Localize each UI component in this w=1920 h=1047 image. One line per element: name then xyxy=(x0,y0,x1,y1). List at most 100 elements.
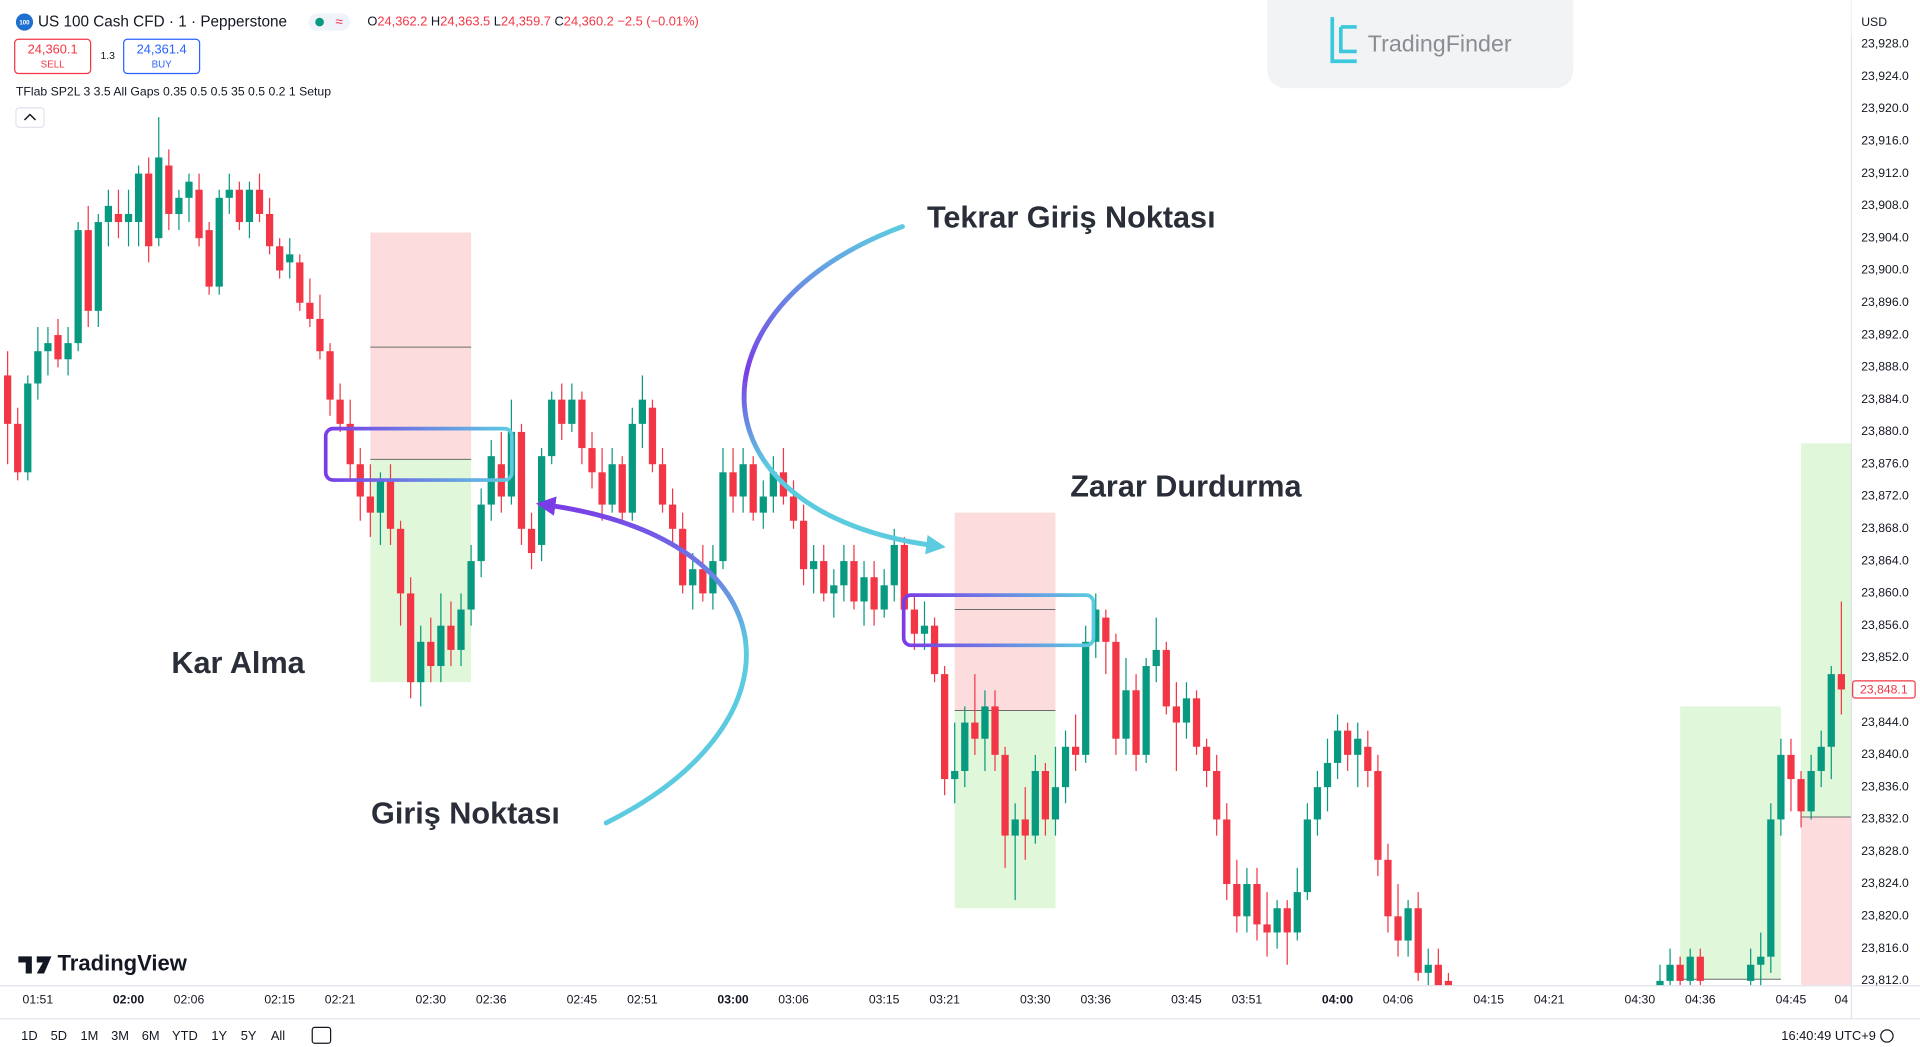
y-tick-label: 23,908.0 xyxy=(1861,198,1909,212)
candle-body xyxy=(24,383,32,473)
candle-body xyxy=(1142,666,1150,755)
y-tick-label: 23,856.0 xyxy=(1861,618,1909,632)
candle-body xyxy=(1021,819,1029,836)
candle-body xyxy=(437,625,445,667)
x-tick-label: 03:51 xyxy=(1232,993,1263,1007)
candle-body xyxy=(1162,649,1170,707)
candle-body xyxy=(386,480,395,529)
annotation: Zarar Durdurma xyxy=(1070,470,1302,504)
symbol-icon-text: 100 xyxy=(19,19,30,26)
candle-body xyxy=(1283,908,1291,933)
candle-body xyxy=(1132,690,1140,755)
annotation: Kar Alma xyxy=(171,646,305,680)
candle-body xyxy=(447,625,455,650)
legend-key: C xyxy=(555,14,564,29)
candle-body xyxy=(74,230,82,344)
candle-body xyxy=(407,593,415,683)
data-badge: ≈ xyxy=(335,14,343,29)
range-button[interactable]: 5Y xyxy=(241,1028,257,1043)
range-button[interactable]: 1Y xyxy=(211,1028,227,1043)
candle-body xyxy=(1757,956,1765,965)
buy-button[interactable] xyxy=(123,38,201,75)
clock[interactable]: 16:40:49 UTC+9 xyxy=(1781,1028,1876,1043)
candle-body xyxy=(1787,754,1795,780)
settings-icon[interactable] xyxy=(1880,1029,1894,1043)
currency-bg xyxy=(1851,0,1920,37)
range-button[interactable]: 3M xyxy=(111,1028,129,1043)
indicator-label[interactable]: TFlab SP2L 3 3.5 All Gaps 0.35 0.5 0.5 3… xyxy=(16,85,331,99)
annotation: Giriş Noktası xyxy=(371,797,560,831)
candle-body xyxy=(1071,746,1080,755)
candle-body xyxy=(568,399,576,424)
symbol-title[interactable]: US 100 Cash CFD · 1 · Pepperstone xyxy=(38,14,287,31)
candle-body xyxy=(618,464,626,513)
candle-body xyxy=(951,771,959,780)
candle-body xyxy=(1817,746,1825,772)
candle-body xyxy=(1041,771,1050,820)
candle-body xyxy=(1313,787,1322,820)
y-tick-label: 23,828.0 xyxy=(1861,844,1909,858)
candle-body xyxy=(658,464,667,505)
currency[interactable]: USD xyxy=(1861,15,1887,29)
market-status xyxy=(315,17,324,27)
range-button[interactable]: 1M xyxy=(80,1028,98,1043)
candle-body xyxy=(971,722,979,739)
candle-body xyxy=(739,464,747,497)
range-button[interactable]: 6M xyxy=(142,1028,160,1043)
candle-body xyxy=(165,165,173,214)
sell-price: 24,360.1 xyxy=(28,42,78,57)
candle-body xyxy=(527,528,536,554)
candle-body xyxy=(1152,649,1160,667)
axes: 23,812.0 23,816.0 23,820.0 23,824.0 23,828.0… xyxy=(23,37,1916,1007)
candle-body xyxy=(1213,771,1221,820)
candle-body xyxy=(941,674,949,780)
watermark: TradingView xyxy=(58,951,188,976)
watermark-icon xyxy=(18,956,52,974)
candle-body xyxy=(1243,884,1251,917)
candle-body xyxy=(1061,746,1070,788)
legend-key: L xyxy=(494,14,501,29)
sell-button[interactable] xyxy=(14,38,92,75)
range-button[interactable]: YTD xyxy=(172,1028,198,1043)
range-button[interactable]: 5D xyxy=(51,1028,67,1043)
y-tick-label: 23,912.0 xyxy=(1861,166,1909,180)
candle-body xyxy=(64,343,72,360)
candle-body xyxy=(1011,819,1019,836)
y-tick-label: 23,820.0 xyxy=(1861,909,1909,923)
range-button[interactable]: 1D xyxy=(21,1028,37,1043)
stop-zone xyxy=(1801,817,1852,985)
candle-body xyxy=(1797,779,1805,812)
stop-zone xyxy=(954,512,1056,711)
candle-body xyxy=(235,189,243,223)
x-tick-label: 03:45 xyxy=(1171,993,1202,1007)
candle-body xyxy=(1263,924,1271,933)
collapse-button[interactable] xyxy=(15,107,45,128)
range-button[interactable]: All xyxy=(271,1028,285,1043)
x-tick-label: 04:21 xyxy=(1534,993,1565,1007)
y-tick-label: 23,928.0 xyxy=(1861,37,1909,51)
candle-body xyxy=(699,569,707,594)
legend-key: O xyxy=(367,14,377,29)
goto-date-icon[interactable] xyxy=(311,1026,332,1044)
candle-body xyxy=(648,407,657,465)
x-tick-label: 01:51 xyxy=(23,993,54,1007)
x-tick-label: 03:00 xyxy=(717,993,748,1007)
candle-body xyxy=(1424,964,1432,973)
spread: 1.3 xyxy=(101,51,116,62)
candle-body xyxy=(1192,698,1201,747)
candle-body xyxy=(769,472,777,497)
candle-body xyxy=(134,173,143,223)
x-tick-label: 02:30 xyxy=(415,993,446,1007)
candle-body xyxy=(1122,690,1130,739)
candle-body xyxy=(1223,819,1231,885)
y-tick-label: 23,896.0 xyxy=(1861,295,1909,309)
candle-body xyxy=(326,351,334,400)
candle-body xyxy=(870,577,878,610)
candle-body xyxy=(1404,908,1412,941)
candle-body xyxy=(749,464,757,513)
y-tick-label: 23,824.0 xyxy=(1861,876,1909,890)
candle-body xyxy=(255,189,264,214)
y-tick-label: 23,924.0 xyxy=(1861,69,1909,83)
collapse-icon xyxy=(23,113,37,121)
candle-body xyxy=(1051,787,1060,820)
